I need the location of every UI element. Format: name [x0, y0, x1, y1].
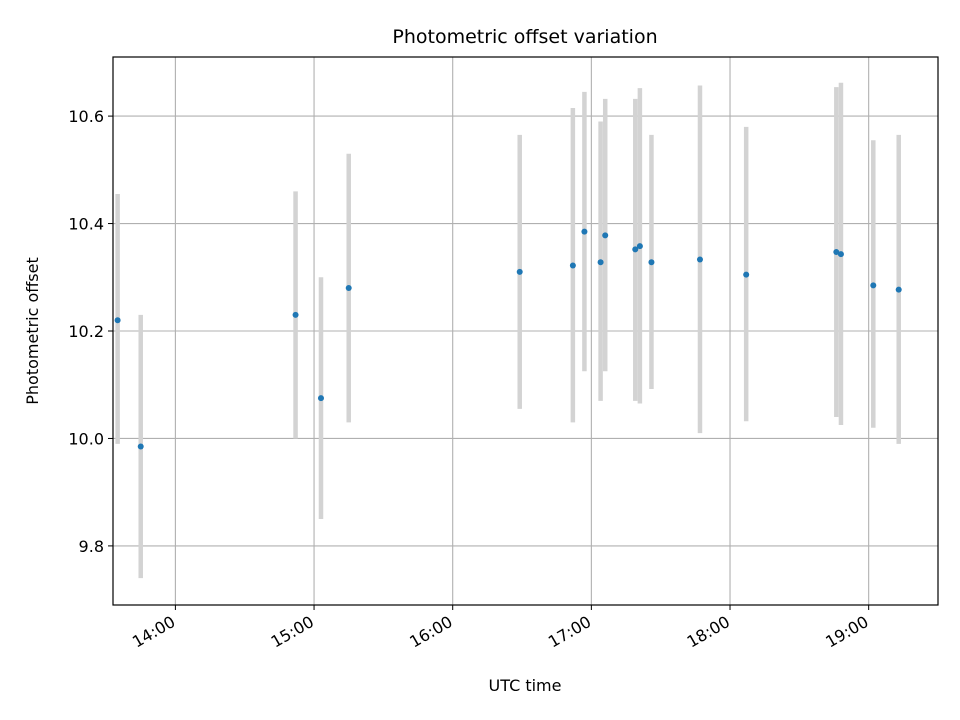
data-point — [516, 268, 523, 275]
y-tick-label: 10.2 — [68, 322, 104, 341]
data-point — [870, 282, 877, 289]
data-point — [743, 271, 750, 278]
data-point — [292, 311, 299, 318]
x-axis-title: UTC time — [489, 676, 562, 695]
data-point — [317, 395, 324, 402]
data-point — [345, 285, 352, 292]
point-layer — [114, 228, 902, 450]
data-point — [833, 249, 840, 256]
data-point — [632, 246, 639, 253]
data-point — [696, 256, 703, 263]
y-tick-label: 10.6 — [68, 107, 104, 126]
y-tick-label: 10.4 — [68, 215, 104, 234]
data-point — [636, 243, 643, 250]
data-point — [648, 259, 655, 266]
data-point — [895, 286, 902, 293]
data-point — [837, 251, 844, 258]
y-tick-label: 9.8 — [79, 537, 104, 556]
data-point — [581, 228, 588, 235]
data-point — [114, 317, 121, 324]
data-point — [137, 443, 144, 450]
y-tick-label: 10.0 — [68, 429, 104, 448]
data-point — [602, 232, 609, 239]
y-axis-title: Photometric offset — [23, 257, 42, 405]
data-point — [597, 259, 604, 266]
data-point — [569, 262, 576, 269]
chart-title: Photometric offset variation — [392, 26, 657, 48]
grid-layer — [113, 57, 938, 605]
